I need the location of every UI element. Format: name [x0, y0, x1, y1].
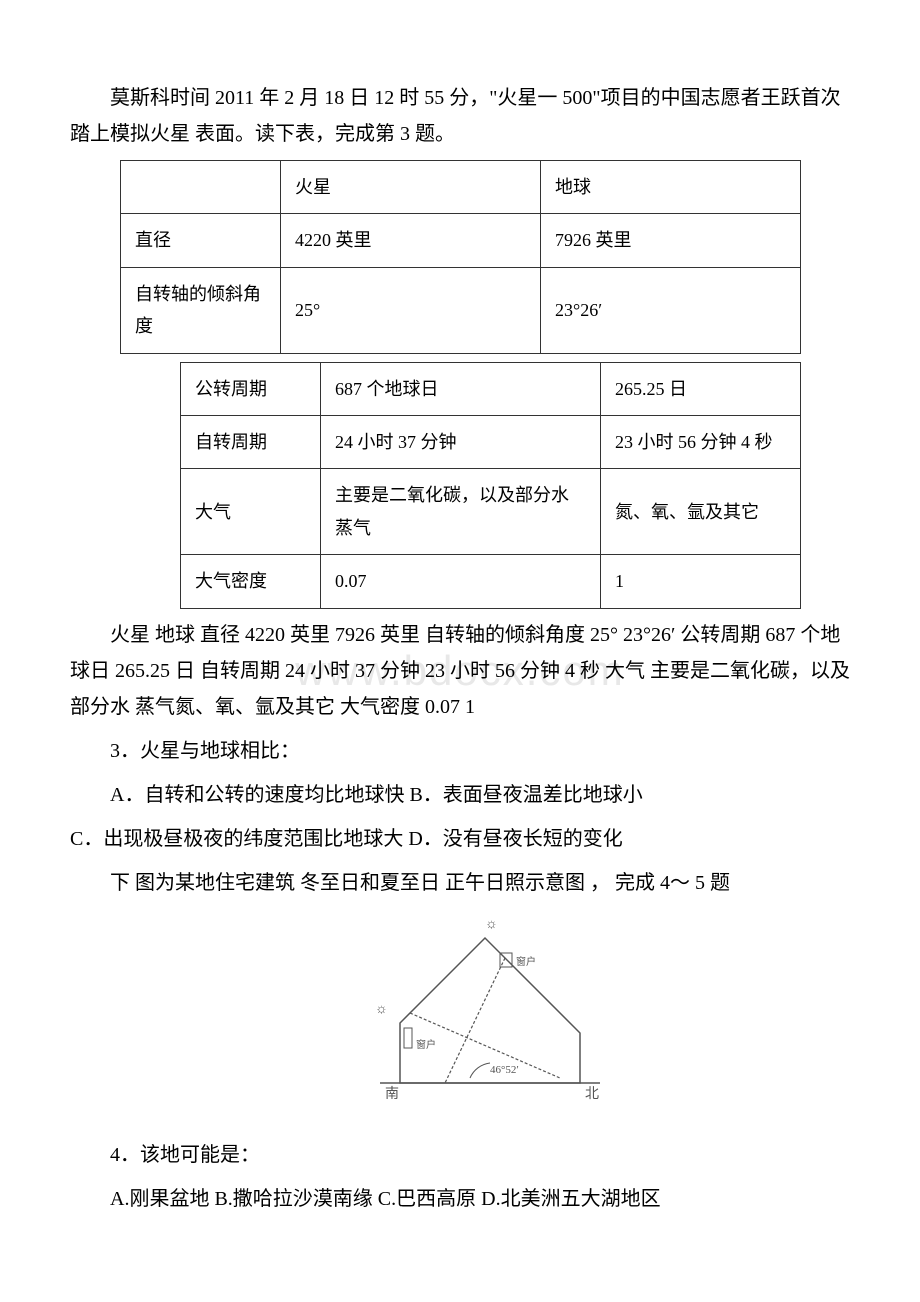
table-row: 自转轴的倾斜角度 25° 23°26′: [121, 267, 801, 353]
table-cell: 地球: [541, 161, 801, 214]
table-row: 公转周期 687 个地球日 265.25 日: [181, 362, 801, 415]
diagram-svg: ☼ ☼ 窗户 窗户 46°52′ 南 北: [340, 913, 640, 1113]
north-label: 北: [585, 1086, 599, 1102]
table-cell: 0.07: [321, 555, 601, 608]
angle-arc: [470, 1063, 490, 1078]
left-window: [404, 1028, 412, 1048]
table-cell: 23 小时 56 分钟 4 秒: [601, 415, 801, 468]
table-row: 直径 4220 英里 7926 英里: [121, 214, 801, 267]
table-cell: 公转周期: [181, 362, 321, 415]
mars-earth-table-1: 火星 地球 直径 4220 英里 7926 英里 自转轴的倾斜角度 25° 23…: [120, 160, 801, 354]
table-cell: 火星: [281, 161, 541, 214]
table-row: 大气密度 0.07 1: [181, 555, 801, 608]
table-cell: 直径: [121, 214, 281, 267]
table-cell: 4220 英里: [281, 214, 541, 267]
window-label-left: 窗户: [416, 1038, 436, 1051]
house-outline: [400, 938, 580, 1083]
table-cell: 23°26′: [541, 267, 801, 353]
q3-options-ab: A．自转和公转的速度均比地球快 B．表面昼夜温差比地球小: [70, 777, 850, 813]
table-cell: 25°: [281, 267, 541, 353]
q4-stem: 4．该地可能是：: [70, 1137, 850, 1173]
table-cell: 24 小时 37 分钟: [321, 415, 601, 468]
q3-options-cd: C．出现极昼极夜的纬度范围比地球大 D．没有昼夜长短的变化: [70, 821, 850, 857]
table-cell: 687 个地球日: [321, 362, 601, 415]
table-cell: [121, 161, 281, 214]
table-cell: 265.25 日: [601, 362, 801, 415]
house-sunlight-diagram: ☼ ☼ 窗户 窗户 46°52′ 南 北: [70, 913, 850, 1125]
table-cell: 自转周期: [181, 415, 321, 468]
table-row: 自转周期 24 小时 37 分钟 23 小时 56 分钟 4 秒: [181, 415, 801, 468]
table-cell: 氮、氧、氩及其它: [601, 469, 801, 555]
table-row: 大气 主要是二氧化碳，以及部分水蒸气 氮、氧、氩及其它: [181, 469, 801, 555]
angle-label: 46°52′: [490, 1064, 519, 1076]
q4-options: A.刚果盆地 B.撒哈拉沙漠南缘 C.巴西高原 D.北美洲五大湖地区: [110, 1181, 850, 1217]
table-cell: 大气密度: [181, 555, 321, 608]
summary-text: 火星 地球 直径 4220 英里 7926 英里 自转轴的倾斜角度 25° 23…: [70, 617, 850, 725]
south-label: 南: [385, 1086, 399, 1102]
table-cell: 主要是二氧化碳，以及部分水蒸气: [321, 469, 601, 555]
mars-earth-table-2: 公转周期 687 个地球日 265.25 日 自转周期 24 小时 37 分钟 …: [180, 362, 801, 609]
window-label-top: 窗户: [516, 955, 536, 968]
table-cell: 7926 英里: [541, 214, 801, 267]
q3-stem: 3．火星与地球相比：: [70, 733, 850, 769]
sun-icon-left: ☼: [375, 1002, 388, 1017]
table-row: 火星 地球: [121, 161, 801, 214]
table-cell: 1: [601, 555, 801, 608]
q45-intro: 下 图为某地住宅建筑 冬至日和夏至日 正午日照示意图 ， 完成 4～ 5 题: [70, 865, 850, 901]
sun-icon-top: ☼: [485, 917, 498, 932]
intro-paragraph: 莫斯科时间 2011 年 2 月 18 日 12 时 55 分，"火星一 500…: [70, 80, 850, 152]
table-cell: 自转轴的倾斜角度: [121, 267, 281, 353]
table-cell: 大气: [181, 469, 321, 555]
